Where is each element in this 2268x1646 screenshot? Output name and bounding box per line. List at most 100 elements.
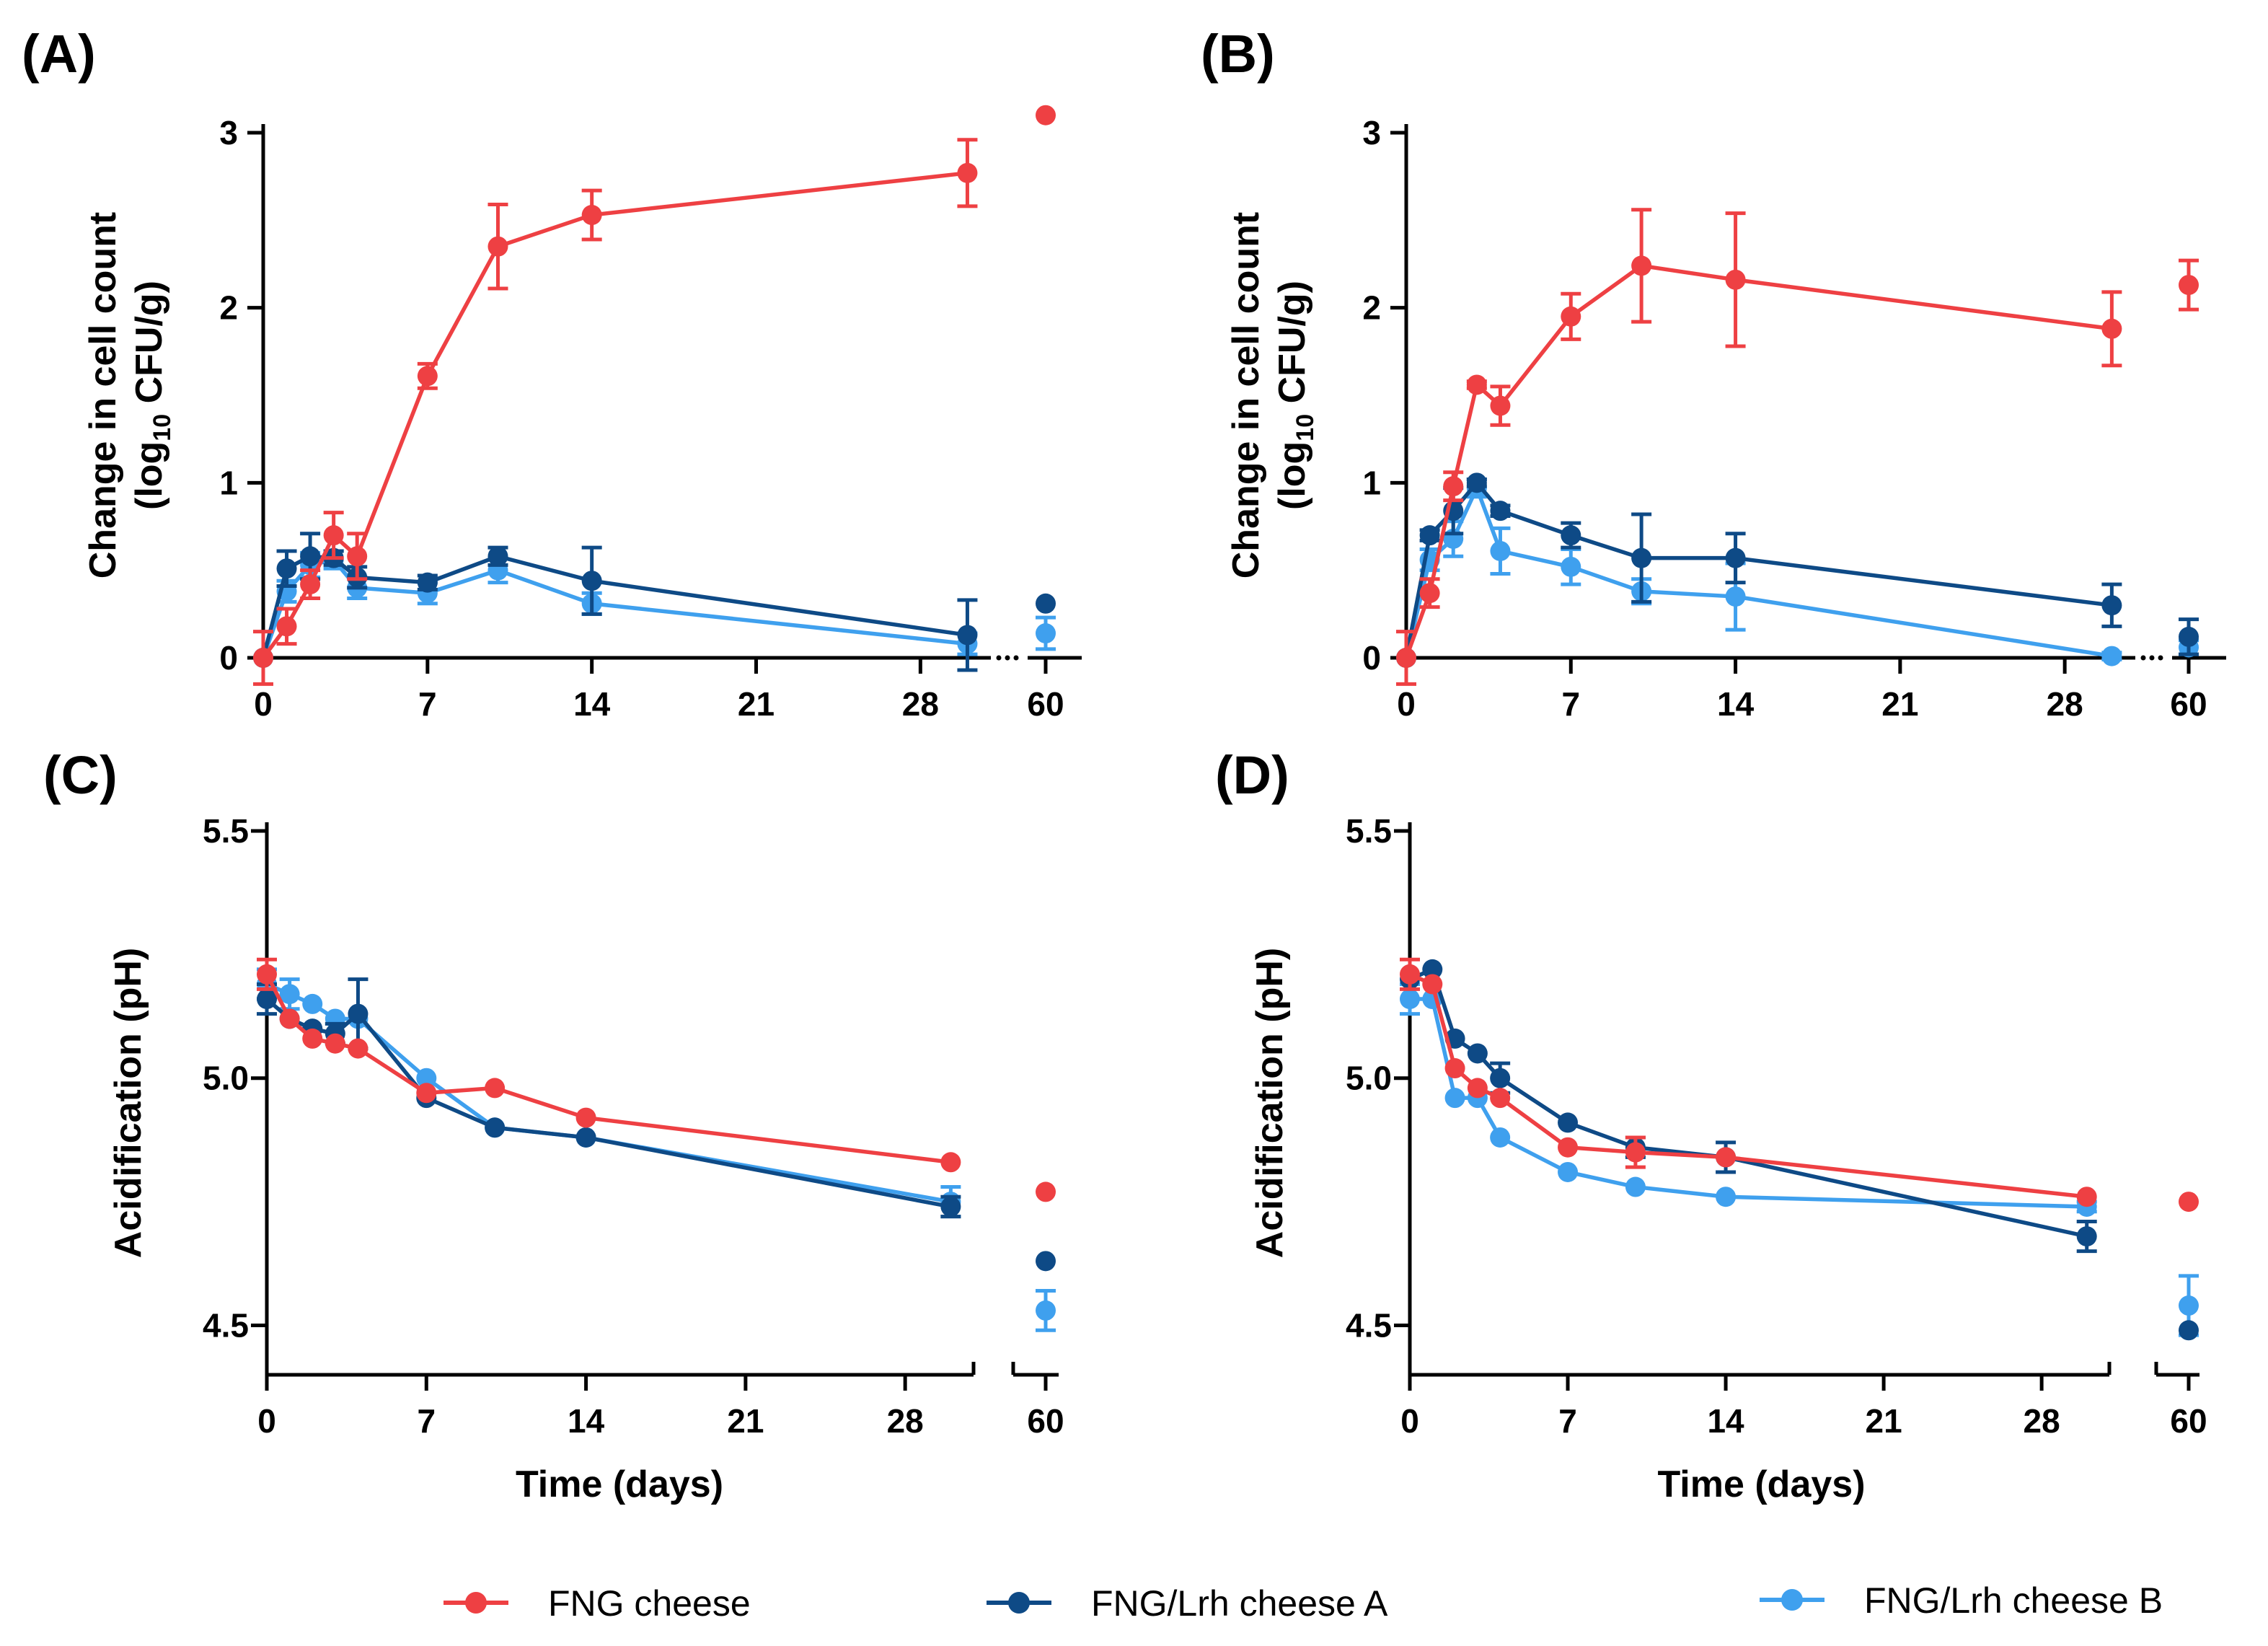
legend-entry-fng: FNG cheese [444,1583,751,1624]
y-tick-label: 4.5 [1346,1306,1392,1344]
data-point [323,525,344,546]
data-point [1490,395,1511,416]
x-tick-label: 21 [1881,685,1918,723]
data-point-extra [1036,1251,1056,1272]
data-point [1422,974,1443,995]
x-tick-label: 14 [568,1402,605,1440]
panel-label: (D) [1215,745,1289,805]
y-axis-title: Change in cell count [82,212,124,579]
legend-marker [1781,1589,1803,1611]
data-point [487,546,508,567]
series-lrhB [253,549,1056,668]
y-tick-label: 4.5 [203,1306,249,1344]
data-point-extra [1036,1181,1056,1202]
data-point [1725,547,1746,568]
x-tick-label: 14 [573,685,611,723]
data-point [300,546,321,567]
y-axis-title-units: (log10 CFU/g) [1271,281,1319,510]
y-tick-label: 2 [1362,289,1381,327]
data-point [1400,964,1420,985]
x-axis-title: Time (days) [516,1464,723,1505]
data-point [2076,1226,2097,1247]
x-tick-label-extra: 60 [1027,685,1064,723]
data-point [485,1078,506,1099]
series-line [265,997,951,1209]
data-point [940,1152,961,1173]
data-point [1625,1176,1646,1197]
axis-break-dot [2140,655,2146,661]
axis-break-dot [1013,655,1019,661]
x-tick-label: 28 [902,685,939,723]
series-line [1410,997,2087,1209]
series-fng [1396,208,2199,686]
data-point [1725,586,1746,607]
panel-D: (D) 4.5 5.0 5.5 0 7 14 21 28 60 Time (days) Acidifi… [1215,745,2207,1505]
data-point [1444,1058,1465,1079]
data-point-extra [2179,275,2199,296]
x-tick-label: 0 [254,685,273,723]
data-point [487,236,508,257]
data-point [325,1033,345,1054]
y-tick-label: 5.0 [203,1060,249,1097]
data-point [581,571,602,591]
data-point [2101,595,2122,616]
x-tick-label: 0 [1400,1402,1419,1440]
data-point [1716,1147,1737,1168]
panel-label: (A) [22,24,96,84]
data-point [302,1028,323,1049]
data-point [253,648,273,668]
x-tick-label: 21 [727,1402,764,1440]
data-point [1396,648,1416,668]
x-axis-title: Time (days) [1657,1464,1865,1505]
legend: FNG cheese FNG/Lrh cheese A FNG/Lrh cheese… [444,1580,2163,1624]
series-fng [257,957,1056,1202]
legend-label: FNG/Lrh cheese A [1091,1583,1388,1624]
data-point [1561,556,1581,577]
data-point-extra [1036,1300,1056,1321]
data-point [416,1083,437,1104]
data-point [302,993,323,1014]
x-tick-label-extra: 60 [1027,1402,1064,1440]
panel-label: (B) [1201,24,1275,84]
y-tick-label: 1 [1362,464,1381,501]
legend-marker [465,1592,487,1614]
x-tick-label: 7 [1558,1402,1577,1440]
legend-label: FNG cheese [548,1583,751,1624]
data-point [1490,1088,1511,1109]
series-line [265,982,951,1204]
data-point [1419,583,1440,604]
data-point [1467,1078,1488,1099]
x-tick-label: 21 [738,685,775,723]
data-point [1400,989,1420,1010]
data-point [1419,525,1440,546]
x-tick-label-extra: 60 [2170,1402,2207,1440]
data-point [1558,1137,1579,1158]
x-tick-label: 14 [1717,685,1755,723]
data-point-extra [2179,626,2199,647]
x-tick-label: 0 [257,1402,276,1440]
series-line [261,558,968,659]
legend-entry-lrhB: FNG/Lrh cheese B [1760,1580,2163,1621]
y-tick-label: 3 [1362,114,1381,151]
data-point [1631,255,1652,276]
y-tick-label: 1 [219,464,238,501]
data-point [347,546,368,567]
data-point [1561,306,1581,327]
series-lrhA [1396,472,2199,668]
data-point [1444,1088,1465,1109]
data-point [1490,1127,1511,1148]
axis-break-dot [1005,655,1010,661]
data-point [1443,476,1464,497]
panel-C: (C) 4.5 5.0 5.5 0 7 14 21 28 60 Time (days) Acidifi… [43,745,1064,1505]
axis-break-dot [2158,655,2163,661]
y-tick-label: 0 [219,639,238,677]
panel-A: (A) 0 1 2 3 0 7 14 21 28 60 Change in cell count (lo… [22,24,1082,723]
data-point [348,1038,369,1059]
x-tick-label: 7 [418,685,437,723]
x-tick-label: 0 [1397,685,1416,723]
x-tick-label: 7 [417,1402,436,1440]
y-axis-title: Change in cell count [1225,212,1267,579]
axis-break-dot [996,655,1002,661]
data-point [957,625,978,646]
y-tick-label: 2 [219,289,238,327]
